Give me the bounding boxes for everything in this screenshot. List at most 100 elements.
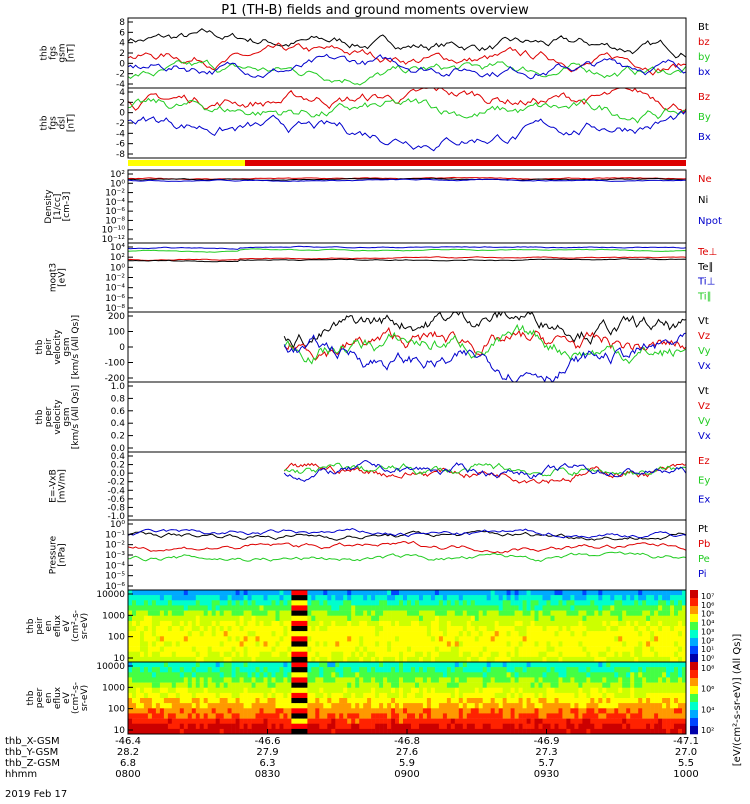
heatmap-cell bbox=[590, 682, 595, 688]
heatmap-cell bbox=[287, 626, 292, 632]
heatmap-cell bbox=[207, 718, 212, 724]
heatmap-cell bbox=[411, 662, 416, 668]
heatmap-cell bbox=[674, 728, 679, 735]
heatmap-cell bbox=[618, 595, 623, 601]
heatmap-cell bbox=[642, 631, 647, 637]
heatmap-cell bbox=[215, 610, 220, 616]
heatmap-cell bbox=[299, 662, 304, 668]
heatmap-cell bbox=[363, 620, 368, 627]
heatmap-cell bbox=[678, 615, 683, 622]
heatmap-cell bbox=[630, 677, 635, 683]
heatmap-cell bbox=[570, 718, 575, 724]
heatmap-cell bbox=[602, 672, 607, 678]
heatmap-cell bbox=[558, 713, 563, 719]
heatmap-cell bbox=[502, 687, 507, 694]
heatmap-cell bbox=[319, 600, 324, 606]
heatmap-cell bbox=[530, 610, 535, 616]
heatmap-cell bbox=[155, 677, 161, 683]
heatmap-cell bbox=[207, 600, 212, 606]
heatmap-cell bbox=[490, 620, 495, 627]
heatmap-cell bbox=[311, 641, 316, 647]
heatmap-cell bbox=[128, 677, 133, 683]
heatmap-cell bbox=[486, 728, 491, 735]
heatmap-cell bbox=[151, 600, 157, 606]
heatmap-cell bbox=[486, 692, 491, 699]
heatmap-cell bbox=[335, 708, 340, 714]
heatmap-cell bbox=[682, 723, 687, 730]
heatmap-cell bbox=[574, 687, 579, 694]
heatmap-cell bbox=[482, 631, 487, 637]
heatmap-cell bbox=[538, 662, 543, 668]
heatmap-cell bbox=[506, 718, 511, 724]
heatmap-cell bbox=[347, 646, 352, 652]
heatmap-cell bbox=[223, 682, 228, 688]
heatmap-cell bbox=[359, 651, 364, 658]
heatmap-cell bbox=[442, 590, 448, 596]
heatmap-cell bbox=[474, 687, 480, 694]
heatmap-cell bbox=[546, 723, 551, 730]
heatmap-cell bbox=[355, 610, 360, 616]
heatmap-cell bbox=[650, 672, 655, 678]
heatmap-cell bbox=[291, 672, 296, 678]
heatmap-cell bbox=[275, 636, 280, 642]
heatmap-cell bbox=[267, 718, 272, 724]
heatmap-cell bbox=[155, 692, 161, 699]
heatmap-cell bbox=[303, 677, 308, 683]
heatmap-cell bbox=[642, 713, 647, 719]
heatmap-cell bbox=[454, 703, 460, 709]
heatmap-cell bbox=[299, 656, 304, 663]
heatmap-cell bbox=[271, 626, 276, 632]
heatmap-cell bbox=[303, 667, 308, 673]
heatmap-cell bbox=[315, 687, 320, 694]
heatmap-cell bbox=[419, 620, 424, 627]
heatmap-cell bbox=[335, 682, 340, 688]
heatmap-cell bbox=[215, 626, 220, 632]
heatmap-cell bbox=[682, 615, 687, 622]
heatmap-cell bbox=[323, 682, 328, 688]
heatmap-cell bbox=[143, 708, 149, 714]
heatmap-cell bbox=[554, 703, 559, 709]
heatmap-cell bbox=[554, 626, 559, 632]
heatmap-cell bbox=[371, 641, 376, 647]
heatmap-cell bbox=[518, 641, 523, 647]
heatmap-cell bbox=[586, 728, 591, 735]
heatmap-cell bbox=[143, 636, 149, 642]
heatmap-cell bbox=[379, 662, 384, 668]
legend-Te∥: Te∥ bbox=[697, 262, 714, 273]
heatmap-cell bbox=[498, 667, 503, 673]
legend-by: by bbox=[698, 52, 710, 63]
heatmap-cell bbox=[534, 718, 539, 724]
heatmap-cell bbox=[594, 718, 599, 724]
heatmap-cell bbox=[634, 728, 639, 735]
heatmap-cell bbox=[650, 641, 655, 647]
heatmap-cell bbox=[610, 615, 615, 622]
heatmap-cell bbox=[450, 692, 456, 699]
heatmap-cell bbox=[143, 677, 149, 683]
heatmap-cell bbox=[379, 631, 384, 637]
heatmap-cell bbox=[670, 605, 675, 611]
heatmap-cell bbox=[247, 672, 252, 678]
heatmap-cell bbox=[379, 698, 384, 704]
heatmap-cell bbox=[434, 662, 440, 668]
heatmap-cell bbox=[195, 662, 201, 668]
heatmap-cell bbox=[136, 672, 141, 678]
heatmap-cell bbox=[295, 682, 300, 688]
heatmap-cell bbox=[179, 646, 185, 652]
heatmap-cell bbox=[598, 708, 603, 714]
heatmap-cell bbox=[654, 636, 659, 642]
heatmap-cell bbox=[136, 615, 141, 622]
heatmap-cell bbox=[430, 708, 436, 714]
heatmap-cell bbox=[618, 646, 623, 652]
heatmap-cell bbox=[546, 610, 551, 616]
heatmap-cell bbox=[470, 620, 476, 627]
heatmap-cell bbox=[622, 728, 627, 735]
heatmap-cell bbox=[219, 672, 224, 678]
heatmap-cell bbox=[343, 651, 348, 658]
heatmap-cell bbox=[506, 626, 511, 632]
heatmap-cell bbox=[387, 723, 392, 730]
heatmap-cell bbox=[347, 615, 352, 622]
heatmap-cell bbox=[474, 600, 480, 606]
legend-Vy: Vy bbox=[698, 346, 711, 357]
heatmap-cell bbox=[379, 656, 384, 663]
heatmap-cell bbox=[287, 656, 292, 663]
